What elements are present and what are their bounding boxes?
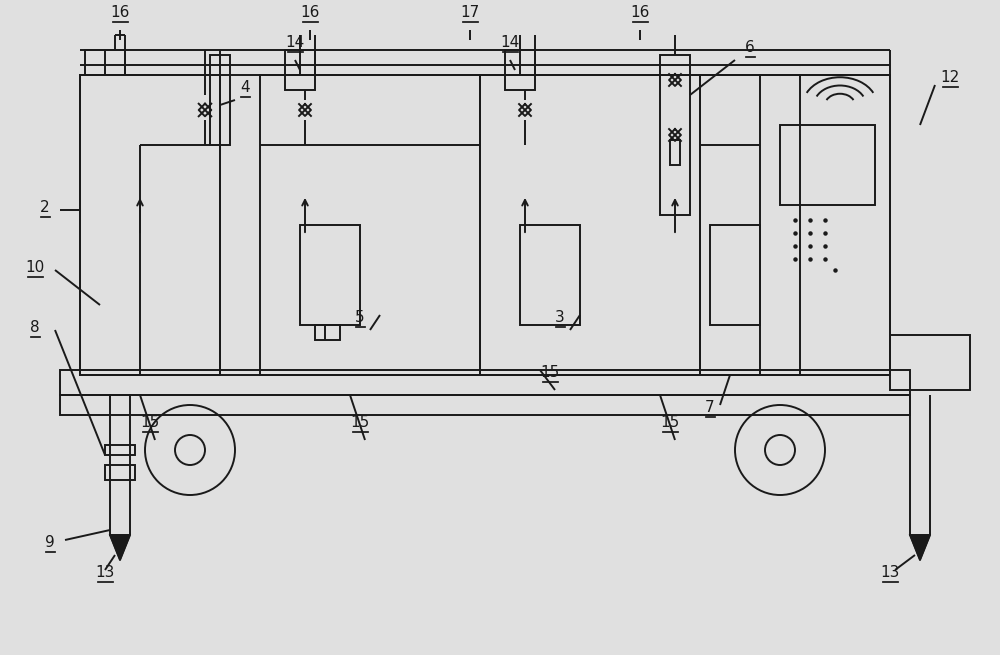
Bar [890,335,970,390]
Bar [105,445,135,455]
Text: 15: 15 [350,415,370,430]
Bar [760,75,890,375]
Bar [85,50,125,75]
Text: 8: 8 [30,320,40,335]
Bar [300,225,360,325]
Bar [780,125,875,205]
Bar [700,75,800,375]
Text: 9: 9 [45,535,55,550]
Bar [60,395,910,415]
Text: 13: 13 [880,565,900,580]
Bar [670,140,680,165]
Text: 16: 16 [300,5,320,20]
Text: 2: 2 [40,200,50,215]
Bar [505,50,535,90]
Text: 7: 7 [705,400,715,415]
Bar [285,50,315,90]
Text: 15: 15 [540,365,560,380]
Text: 6: 6 [745,40,755,55]
Text: 10: 10 [25,260,45,275]
Bar [80,75,220,375]
Bar [315,325,340,340]
Text: 4: 4 [240,80,250,95]
Text: 5: 5 [355,310,365,325]
Text: 15: 15 [660,415,680,430]
Polygon shape [110,535,130,560]
Text: 12: 12 [940,70,960,85]
Bar [105,465,135,480]
Text: 14: 14 [285,35,305,50]
Bar [660,55,690,215]
Text: 16: 16 [110,5,130,20]
Polygon shape [910,535,930,560]
Bar [260,75,480,375]
Text: 14: 14 [500,35,520,50]
Text: 17: 17 [460,5,480,20]
Text: 13: 13 [95,565,115,580]
Text: 16: 16 [630,5,650,20]
Bar [60,370,910,395]
Text: 15: 15 [140,415,160,430]
Bar [520,225,580,325]
Text: 3: 3 [555,310,565,325]
Bar [480,75,700,375]
Bar [710,225,760,325]
Bar [210,55,230,145]
Bar [80,75,890,375]
